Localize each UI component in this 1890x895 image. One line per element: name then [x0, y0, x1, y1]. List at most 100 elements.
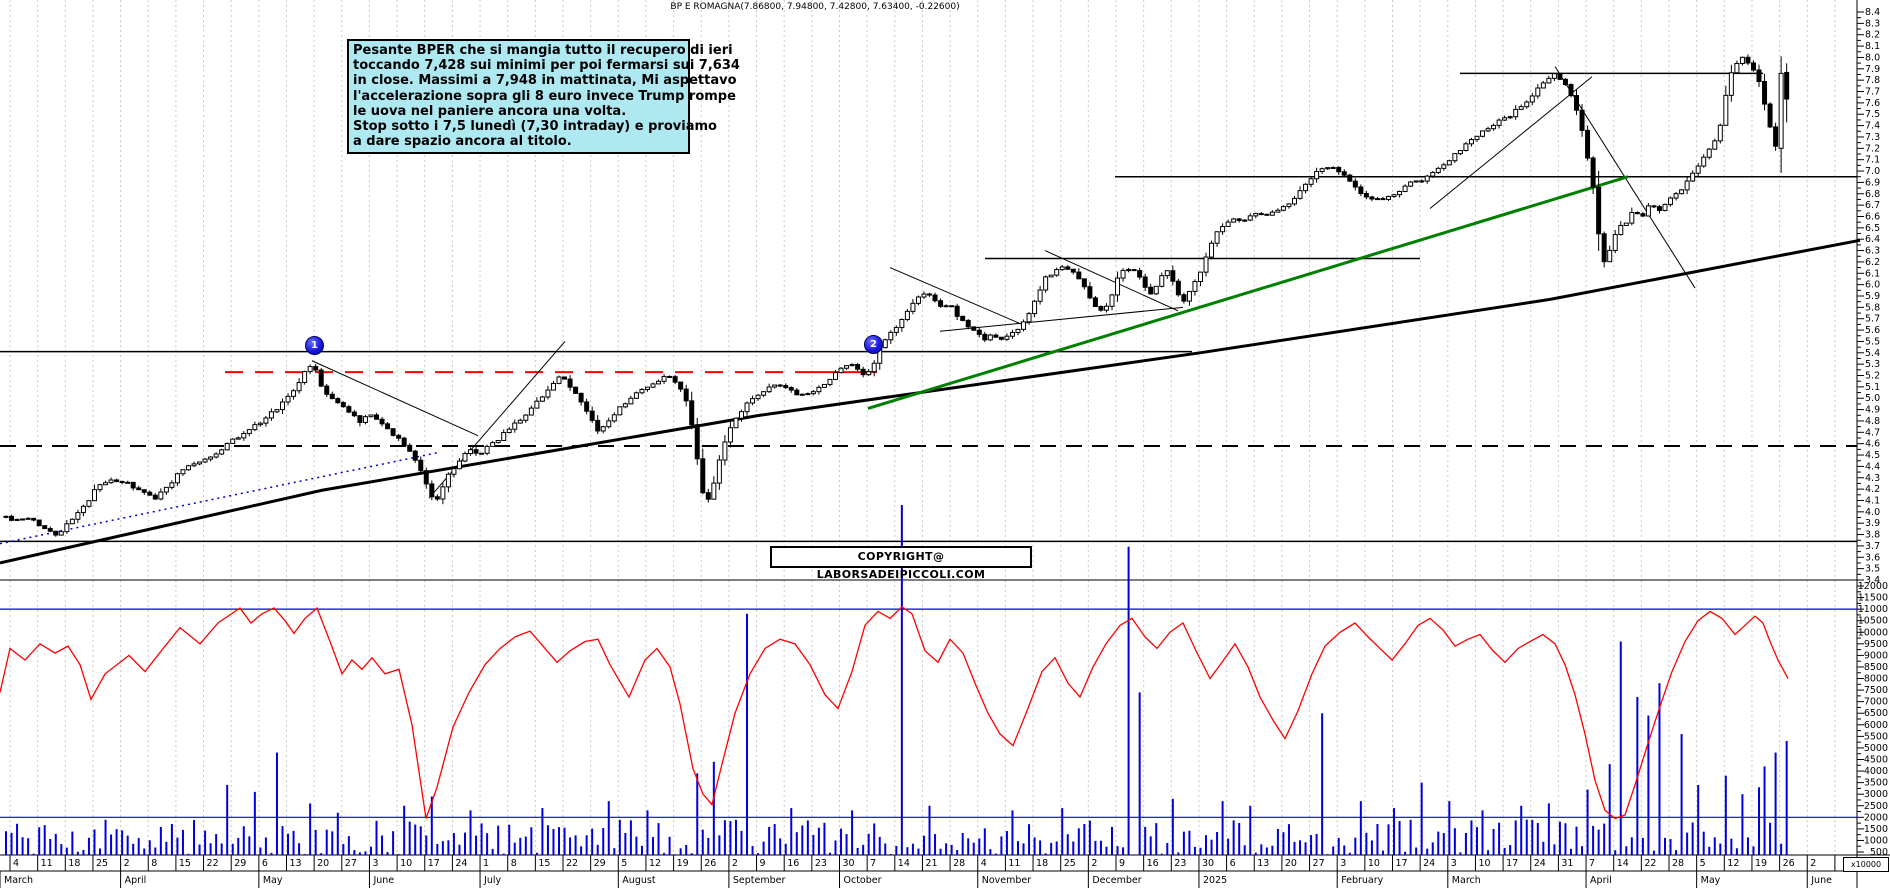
svg-text:28: 28: [953, 858, 965, 869]
svg-text:8500: 8500: [1864, 662, 1888, 673]
svg-text:6.2: 6.2: [1865, 257, 1880, 268]
triangle-upper: [1044, 250, 1179, 312]
indicator-panel: [0, 605, 1857, 820]
svg-text:6.7: 6.7: [1865, 200, 1880, 211]
svg-text:17: 17: [428, 858, 440, 869]
svg-text:8.0: 8.0: [1865, 52, 1880, 63]
svg-text:14: 14: [1617, 858, 1629, 869]
svg-text:8: 8: [511, 858, 517, 869]
svg-text:6.1: 6.1: [1865, 268, 1880, 279]
svg-text:4.1: 4.1: [1865, 495, 1880, 506]
svg-text:3.5: 3.5: [1865, 564, 1880, 575]
svg-text:2: 2: [1091, 858, 1097, 869]
svg-text:23: 23: [815, 858, 827, 869]
svg-text:March: March: [1452, 875, 1481, 886]
svg-text:4.6: 4.6: [1865, 439, 1880, 450]
svg-text:14: 14: [898, 858, 910, 869]
svg-text:22: 22: [566, 858, 578, 869]
svg-text:7.6: 7.6: [1865, 98, 1880, 109]
svg-text:5.8: 5.8: [1865, 302, 1880, 313]
svg-text:6.5: 6.5: [1865, 223, 1880, 234]
svg-text:5.2: 5.2: [1865, 371, 1880, 382]
svg-text:3.6: 3.6: [1865, 552, 1880, 563]
svg-text:8: 8: [151, 858, 157, 869]
blue-dotted-trend: [0, 452, 438, 545]
svg-text:7.1: 7.1: [1865, 155, 1880, 166]
svg-text:20: 20: [1285, 858, 1297, 869]
svg-text:2: 2: [732, 858, 738, 869]
svg-text:5: 5: [621, 858, 627, 869]
svg-text:19: 19: [677, 858, 689, 869]
svg-text:22: 22: [1644, 858, 1656, 869]
svg-text:3: 3: [372, 858, 378, 869]
svg-text:18: 18: [68, 858, 80, 869]
svg-text:7.0: 7.0: [1865, 166, 1880, 177]
svg-text:27: 27: [345, 858, 357, 869]
svg-text:6.4: 6.4: [1865, 234, 1880, 245]
svg-text:30: 30: [1202, 858, 1214, 869]
svg-text:October: October: [844, 875, 882, 886]
svg-text:4.5: 4.5: [1865, 450, 1880, 461]
svg-text:11: 11: [41, 858, 53, 869]
svg-text:May: May: [263, 875, 283, 886]
volume-axis: 1200011500110001050010000950090008500800…: [1857, 581, 1888, 858]
svg-text:5.9: 5.9: [1865, 291, 1880, 302]
svg-text:16: 16: [787, 858, 799, 869]
svg-text:August: August: [622, 875, 656, 886]
svg-text:3.8: 3.8: [1865, 530, 1880, 541]
svg-text:4: 4: [981, 858, 987, 869]
svg-text:6500: 6500: [1864, 708, 1888, 719]
svg-text:17: 17: [1506, 858, 1518, 869]
svg-text:2500: 2500: [1864, 801, 1888, 812]
svg-text:24: 24: [1534, 858, 1546, 869]
svg-text:3.4: 3.4: [1865, 575, 1880, 586]
svg-text:10000: 10000: [1858, 627, 1888, 638]
svg-text:7.7: 7.7: [1865, 87, 1880, 98]
svg-text:17: 17: [1396, 858, 1408, 869]
svg-text:8.2: 8.2: [1865, 30, 1880, 41]
svg-text:24: 24: [1423, 858, 1435, 869]
svg-text:7.8: 7.8: [1865, 75, 1880, 86]
svg-text:5.1: 5.1: [1865, 382, 1880, 393]
svg-text:12000: 12000: [1858, 581, 1888, 592]
svg-text:7.2: 7.2: [1865, 143, 1880, 154]
svg-text:3000: 3000: [1864, 789, 1888, 800]
svg-text:24: 24: [455, 858, 467, 869]
svg-text:16: 16: [1147, 858, 1159, 869]
volume-multiplier-label: x10000: [1843, 857, 1889, 872]
svg-text:March: March: [4, 875, 33, 886]
svg-text:30: 30: [843, 858, 855, 869]
svg-text:7.4: 7.4: [1865, 121, 1880, 132]
ascending-mar25: [1429, 76, 1593, 209]
svg-text:500: 500: [1870, 847, 1888, 858]
svg-text:June: June: [1810, 875, 1832, 886]
svg-text:1000: 1000: [1864, 835, 1888, 846]
svg-text:5.6: 5.6: [1865, 325, 1880, 336]
annotation-line: le uova nel paniere ancora una volta.: [353, 103, 627, 119]
svg-text:15: 15: [538, 858, 550, 869]
svg-text:7000: 7000: [1864, 697, 1888, 708]
svg-text:8.3: 8.3: [1865, 18, 1880, 29]
svg-text:5.3: 5.3: [1865, 359, 1880, 370]
svg-text:3.9: 3.9: [1865, 518, 1880, 529]
svg-text:September: September: [733, 875, 786, 886]
svg-text:22: 22: [207, 858, 219, 869]
svg-text:5: 5: [1700, 858, 1706, 869]
svg-text:4.2: 4.2: [1865, 484, 1880, 495]
svg-text:5000: 5000: [1864, 743, 1888, 754]
svg-text:6.8: 6.8: [1865, 189, 1880, 200]
svg-text:5.0: 5.0: [1865, 393, 1880, 404]
svg-text:5.5: 5.5: [1865, 336, 1880, 347]
svg-text:5.7: 5.7: [1865, 314, 1880, 325]
price-axis: 8.48.38.28.18.07.97.87.77.67.57.47.37.27…: [1857, 7, 1880, 586]
annotation-line: a dare spazio ancora al titolo.: [353, 134, 572, 150]
copyright-label: COPYRIGHT@ LABORSADEIPICCOLI.COM: [770, 546, 1032, 581]
svg-text:3.7: 3.7: [1865, 541, 1880, 552]
svg-text:11000: 11000: [1858, 604, 1888, 615]
svg-text:19: 19: [1755, 858, 1767, 869]
svg-text:18: 18: [1036, 858, 1048, 869]
svg-text:February: February: [1341, 875, 1383, 886]
annotation-line: in close. Massimi a 7,948 in mattinata, …: [353, 73, 737, 89]
